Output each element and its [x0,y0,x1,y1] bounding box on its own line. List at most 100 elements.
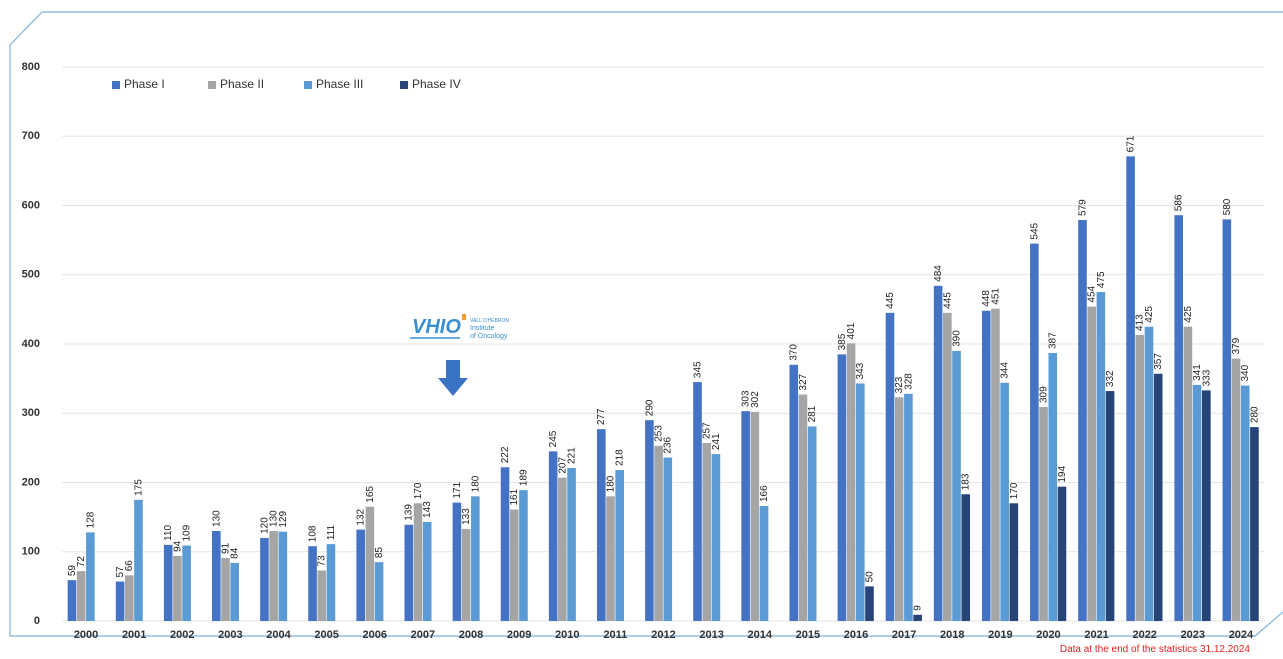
x-tick-label: 2001 [122,629,146,641]
data-label: 344 [1000,362,1011,379]
frame [9,11,1283,637]
data-label: 57 [115,566,126,578]
data-label: 379 [1231,337,1242,354]
bar [1174,215,1184,621]
bar [509,509,519,621]
data-label: 303 [741,390,752,407]
bar [846,343,856,621]
data-label: 445 [885,292,896,309]
bar [567,467,576,621]
bar [230,562,240,621]
bar [1135,334,1145,621]
x-tick-label: 2006 [363,629,387,641]
bar [933,285,943,621]
bar [1231,358,1241,621]
y-tick-label: 500 [22,269,40,281]
data-label: 451 [990,288,1001,305]
data-label: 120 [259,517,270,534]
x-tick-label: 2017 [892,629,916,641]
logo-line2: of Oncology [470,333,508,340]
data-label: 445 [942,292,953,309]
bar [991,308,1000,621]
bar [317,570,327,621]
bar [124,575,134,621]
bar [885,312,895,621]
y-tick-label: 400 [22,338,40,350]
legend-label: Phase II [220,77,264,91]
data-label: 130 [269,510,280,527]
bar [1250,427,1259,621]
logo-name: VHIO [412,316,461,338]
bar [1057,486,1067,621]
bar [1039,407,1048,621]
bar [1000,382,1009,621]
y-tick-label: 600 [22,199,40,211]
data-label: 170 [413,482,424,499]
bar [855,383,865,621]
y-tick-label: 300 [22,407,40,419]
x-tick-label: 2020 [1036,629,1060,641]
bar [1153,373,1163,621]
bar [837,354,847,621]
bar [374,562,384,621]
x-tick-label: 2014 [747,629,772,641]
legend-label: Phase IV [412,77,461,91]
bar [1144,326,1154,621]
data-label: 132 [356,508,367,525]
x-tick-label: 2010 [555,629,579,641]
bar [212,530,221,621]
data-label: 425 [1183,306,1194,323]
x-tick-label: 2019 [988,629,1012,641]
bar [413,503,423,621]
y-tick-label: 800 [22,61,40,73]
bar [1183,326,1193,621]
data-label: 332 [1105,370,1116,387]
data-label: 343 [855,362,866,379]
y-tick-label: 200 [22,476,40,488]
x-tick-label: 2018 [940,629,964,641]
logo: VHIO VALL D'HEBRON Institute of Oncology [410,314,509,396]
bar [365,506,375,621]
x-tick-label: 2007 [411,629,435,641]
data-label: 139 [404,504,415,521]
data-label: 72 [76,556,87,568]
bar [1222,219,1232,621]
data-label: 245 [548,430,559,447]
data-label: 171 [452,481,463,498]
data-label: 108 [308,525,319,542]
bar [461,528,471,621]
x-tick-label: 2004 [266,629,291,641]
data-label: 413 [1135,314,1146,331]
data-label: 110 [163,524,174,540]
data-label: 175 [133,479,144,496]
bar [404,524,414,621]
data-label: 109 [182,524,193,541]
bar [1240,385,1250,621]
data-label: 189 [518,469,529,486]
data-label: 180 [605,475,616,492]
x-tick-label: 2022 [1132,629,1156,641]
data-label: 327 [798,373,809,390]
arrow [438,360,468,396]
data-label: 475 [1096,271,1107,288]
data-label: 236 [663,436,674,453]
data-label: 328 [903,373,914,390]
bar [471,496,480,621]
bar [308,546,317,621]
bar [1192,384,1202,621]
bar [711,454,721,621]
data-label: 345 [692,361,703,378]
data-label: 309 [1039,386,1050,403]
footnote: Data at the end of the statistics 31.12.… [1060,644,1251,655]
data-label: 253 [654,425,665,442]
bar [1105,391,1115,621]
data-label: 180 [470,475,481,492]
data-label: 401 [846,322,857,339]
logo-org: VALL D'HEBRON [470,318,509,324]
data-label: 302 [750,391,761,408]
data-label: 218 [615,449,626,466]
x-tick-label: 2016 [844,629,868,641]
bar [1087,306,1096,621]
data-label: 85 [374,547,385,559]
bar [519,490,528,621]
